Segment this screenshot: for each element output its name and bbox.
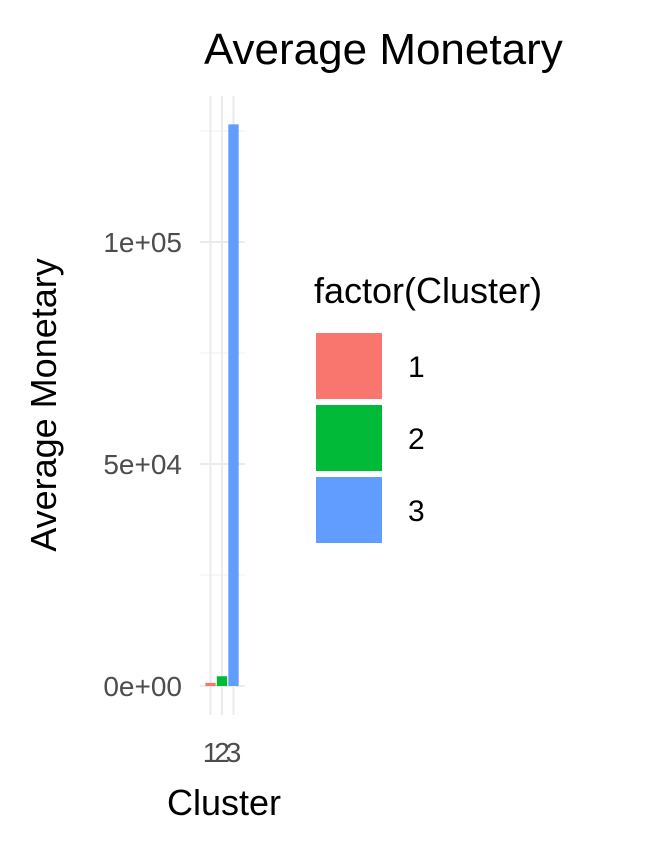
y-tick-label: 0e+00 bbox=[103, 671, 182, 702]
legend-label: 3 bbox=[408, 495, 425, 528]
x-tick-label: 1 bbox=[203, 737, 219, 768]
y-tick-label: 5e+04 bbox=[103, 449, 182, 480]
x-axis-title: Cluster bbox=[167, 782, 281, 823]
chart-title: Average Monetary bbox=[204, 25, 563, 74]
x-tick-label: 2 bbox=[214, 737, 230, 768]
y-tick-label: 1e+05 bbox=[103, 227, 182, 258]
legend: factor(Cluster) 1 2 3 bbox=[314, 270, 542, 543]
y-axis-title: Average Monetary bbox=[23, 258, 64, 552]
legend-title: factor(Cluster) bbox=[314, 270, 542, 311]
legend-label: 1 bbox=[408, 351, 425, 384]
bar-cluster-2 bbox=[216, 676, 228, 686]
x-tick-labels: 123 bbox=[203, 737, 242, 768]
y-tick-labels: 0e+00 5e+04 1e+05 bbox=[103, 227, 182, 702]
bars bbox=[205, 124, 239, 687]
bar-cluster-3 bbox=[228, 124, 239, 687]
legend-key-1 bbox=[316, 333, 382, 399]
legend-label: 2 bbox=[408, 423, 425, 456]
legend-key-2 bbox=[316, 405, 382, 471]
bar-cluster-1 bbox=[205, 682, 216, 686]
x-tick-label: 3 bbox=[226, 737, 242, 768]
legend-key-3 bbox=[316, 477, 382, 543]
